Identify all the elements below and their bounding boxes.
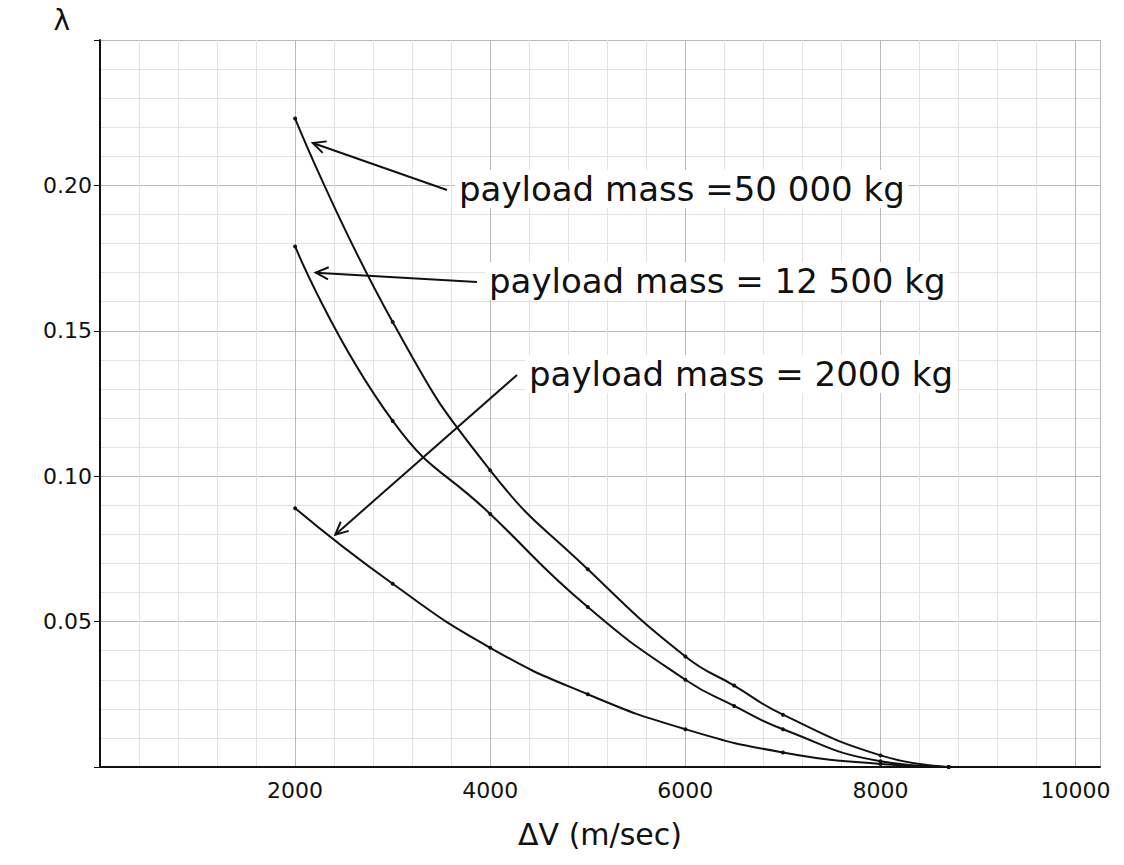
svg-text:0.05: 0.05 <box>43 609 92 634</box>
svg-text:2000: 2000 <box>267 778 323 803</box>
svg-text:4000: 4000 <box>462 778 518 803</box>
svg-text:0.20: 0.20 <box>43 173 92 198</box>
svg-text:10000: 10000 <box>1041 778 1111 803</box>
svg-text:0.15: 0.15 <box>43 318 92 343</box>
svg-text:0.10: 0.10 <box>43 464 92 489</box>
svg-text:payload mass = 2000 kg: payload mass = 2000 kg <box>529 354 953 394</box>
svg-text:payload mass = 12 500 kg: payload mass = 12 500 kg <box>489 261 946 301</box>
svg-text:λ: λ <box>53 4 70 37</box>
svg-text:6000: 6000 <box>657 778 713 803</box>
svg-text:payload mass =50 000 kg: payload mass =50 000 kg <box>459 169 905 209</box>
svg-text:8000: 8000 <box>852 778 908 803</box>
svg-text:ΔV (m/sec): ΔV (m/sec) <box>518 817 682 852</box>
